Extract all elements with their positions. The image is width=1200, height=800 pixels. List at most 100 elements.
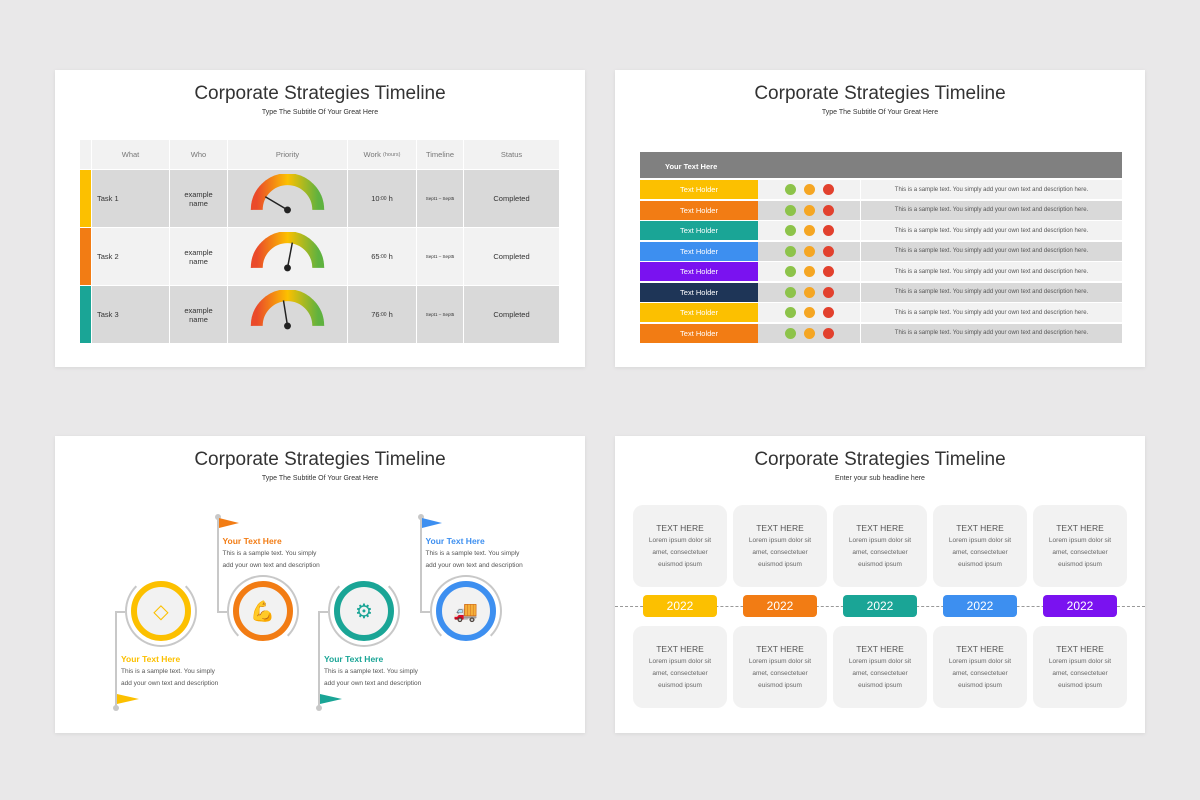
text-card: TEXT HERE Lorem ipsum dolor sit amet, cons… (933, 505, 1027, 587)
orange-dot[interactable] (804, 307, 815, 318)
text-card: TEXT HERE Lorem ipsum dolor sit amet, cons… (1033, 505, 1127, 587)
slide-flag-timeline[interactable]: Corporate Strategies Timeline Type The S… (55, 436, 585, 733)
step-heading: Your Text Here (324, 654, 384, 664)
gauge-arc (250, 173, 325, 210)
flag-connector (419, 611, 430, 613)
text-card: TEXT HERE Lorem ipsum dolor sit amet, cons… (833, 626, 927, 708)
status-dots (758, 262, 860, 281)
diamond-icon: ◇ (131, 581, 191, 641)
task-status: Completed (464, 286, 560, 343)
green-dot[interactable] (785, 327, 796, 339)
slide-status-list[interactable]: Corporate Strategies Timeline Type The S… (615, 70, 1145, 367)
flag-pole (318, 611, 320, 707)
task-owner: example name (170, 170, 228, 227)
red-dot[interactable] (823, 327, 834, 339)
status-dots (758, 180, 860, 199)
year-pill: 2022 (843, 595, 917, 617)
flag-connector (115, 611, 125, 613)
green-dot[interactable] (785, 307, 796, 318)
work-minutes: :00 (379, 195, 387, 202)
green-dot[interactable] (785, 184, 796, 195)
row-label: Text Holder (640, 323, 758, 343)
flag-connector (216, 611, 227, 613)
orange-dot[interactable] (804, 184, 815, 195)
red-dot[interactable] (823, 286, 834, 298)
task-name: Task 3 (92, 286, 170, 343)
red-dot[interactable] (823, 184, 834, 195)
flag-connector (318, 611, 328, 613)
row-description: This is a sample text. You simply add yo… (860, 221, 1122, 240)
green-dot[interactable] (785, 204, 796, 216)
red-dot[interactable] (823, 266, 834, 277)
red-dot[interactable] (823, 225, 834, 236)
work-hours: 10:00 h (348, 170, 417, 227)
row-label: Text Holder (640, 180, 758, 199)
orange-dot[interactable] (804, 286, 815, 298)
row-description: This is a sample text. You simply add yo… (860, 303, 1122, 322)
row-description: This is a sample text. You simply add yo… (860, 180, 1122, 199)
status-dots (758, 283, 860, 302)
orange-dot[interactable] (804, 204, 815, 216)
step-text: This is a sample text. You simply add you… (121, 668, 219, 687)
lightbulb-gear-icon: ⚙ (334, 581, 394, 641)
header-what: What (92, 140, 170, 169)
header-work-label: Work (363, 150, 381, 159)
row-description: This is a sample text. You simply add yo… (860, 200, 1122, 220)
row-description: This is a sample text. You simply add yo… (860, 241, 1122, 261)
priority-gauge (228, 228, 348, 285)
red-dot[interactable] (823, 307, 834, 318)
flag (421, 518, 442, 528)
red-dot[interactable] (823, 245, 834, 257)
slide-title: Corporate Strategies Timeline (194, 83, 446, 104)
header-work-unit: (hours) (383, 151, 401, 158)
gray-arc (226, 575, 299, 647)
work-hours: 65:00 h (348, 228, 417, 285)
step-text: This is a sample text. You simply add you… (222, 550, 320, 569)
list-row: Text Holder This is a sample text. You s… (640, 323, 1122, 343)
year-pill: 2022 (1043, 595, 1117, 617)
flag (218, 518, 239, 528)
task-timeline: Sept1 – Sept5 (417, 228, 464, 285)
step-heading: Your Text Here (425, 536, 485, 546)
status-dots (758, 324, 860, 343)
slide-title: Corporate Strategies Timeline (194, 449, 446, 470)
text-card: TEXT HERE Lorem ipsum dolor sit amet, cons… (1033, 626, 1127, 708)
status-dots (758, 201, 860, 220)
year-pill: 2022 (943, 595, 1017, 617)
row-label: Text Holder (640, 303, 758, 322)
green-dot[interactable] (785, 286, 796, 298)
gray-arc (429, 575, 502, 647)
gauge-needle (282, 299, 289, 326)
orange-dot[interactable] (804, 266, 815, 277)
work-value: 10 (371, 194, 380, 203)
gauge-needle (264, 195, 288, 211)
gauge-needle (286, 241, 294, 268)
slide-year-timeline[interactable]: Corporate Strategies Timeline Enter your… (615, 436, 1145, 733)
list-row: Text Holder This is a sample text. You s… (640, 241, 1122, 261)
header-blank (80, 140, 92, 169)
task-color-bar (80, 228, 92, 285)
flag-knob (113, 705, 119, 711)
task-owner: example name (170, 286, 228, 343)
status-dots (758, 303, 860, 322)
task-status: Completed (464, 170, 560, 227)
green-dot[interactable] (785, 245, 796, 257)
slide-task-table[interactable]: Corporate Strategies Timeline Type The S… (55, 70, 585, 367)
text-card: TEXT HERE Lorem ipsum dolor sit amet, cons… (633, 626, 727, 708)
orange-dot[interactable] (804, 327, 815, 339)
gray-arc (328, 575, 400, 647)
green-dot[interactable] (785, 266, 796, 277)
row-label: Text Holder (640, 221, 758, 240)
year-pill: 2022 (743, 595, 817, 617)
green-dot[interactable] (785, 225, 796, 236)
priority-gauge (228, 286, 348, 343)
delivery-truck-globe-icon: 🚚 (435, 581, 496, 641)
orange-dot[interactable] (804, 225, 815, 236)
task-color-bar (80, 286, 92, 343)
work-value: 65 (371, 252, 380, 261)
red-dot[interactable] (823, 204, 834, 216)
orange-dot[interactable] (804, 245, 815, 257)
header-status: Status (464, 140, 560, 169)
text-card: TEXT HERE Lorem ipsum dolor sit amet, cons… (633, 505, 727, 587)
flag-pole (419, 517, 422, 611)
